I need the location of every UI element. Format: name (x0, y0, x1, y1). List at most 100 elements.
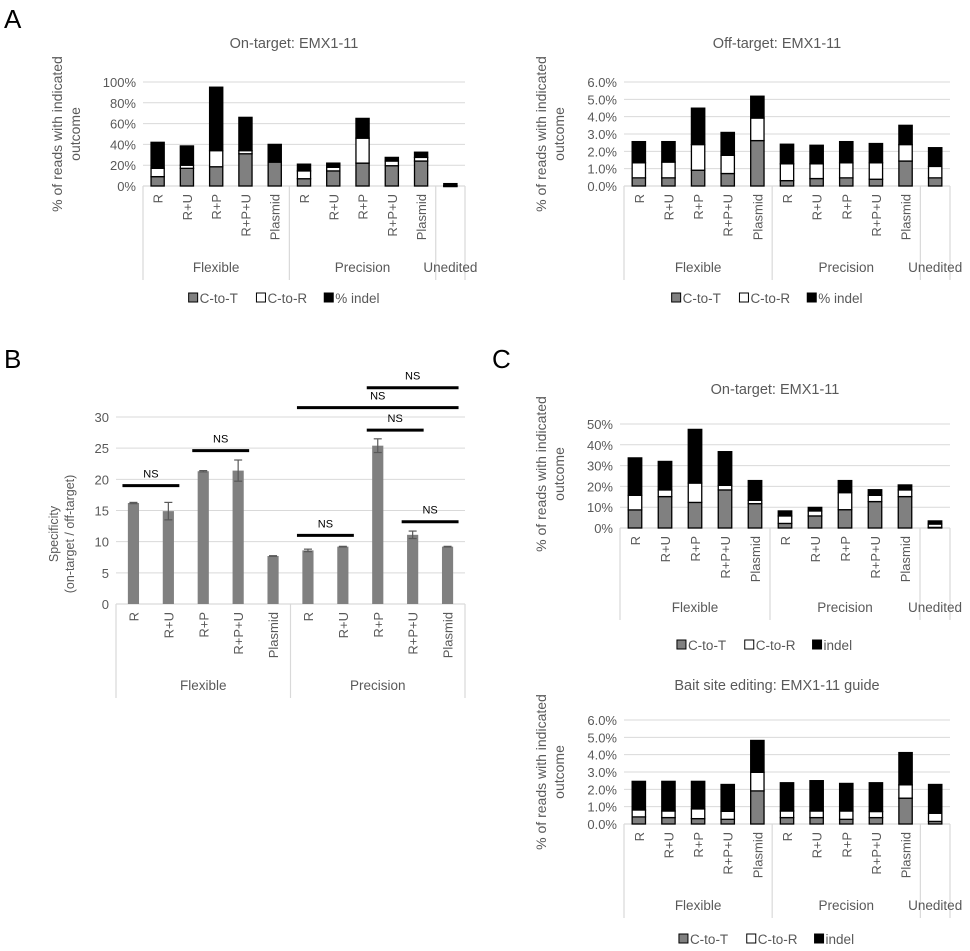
bar-segment-c-to-r (898, 784, 913, 799)
bar-segment-c-to-r (809, 810, 824, 819)
y-tick-label: 6.0% (587, 713, 617, 728)
bar-segment-indel (927, 147, 943, 168)
category-label: R+U (810, 194, 825, 220)
legend-label: C-to-T (200, 291, 238, 306)
chart-title: Bait site editing: EMX1-11 guide (674, 678, 879, 694)
significance-label: NS (213, 434, 228, 446)
bar-segment-c-to-t (631, 177, 647, 187)
chart-title: On-target: EMX1-11 (711, 382, 840, 398)
bar-segment-indel (267, 143, 282, 163)
bar-segment-indel (777, 510, 793, 517)
y-tick-label: 1.0% (587, 162, 617, 177)
category-label: R (780, 194, 795, 203)
bar-segment-c-to-t (690, 169, 706, 187)
panel-label-c: C (492, 344, 511, 374)
bar-segment-c-to-r (150, 167, 165, 178)
y-axis-label: Specificity (47, 505, 61, 562)
y-tick-label: 20% (587, 479, 613, 494)
bar-segment-c-to-r (661, 810, 676, 819)
bar-segment-c-to-t (687, 501, 703, 529)
legend-swatch (746, 933, 757, 944)
bar-segment-c-to-r (868, 162, 884, 180)
group-label: Precision (819, 260, 875, 275)
legend-label: C-to-R (750, 291, 790, 306)
specificity-bar (372, 445, 384, 604)
legend-swatch (676, 639, 687, 650)
category-label: R+P+U (406, 612, 421, 655)
legend-label: % indel (335, 291, 379, 306)
bar-segment-c-to-r (750, 771, 765, 792)
legend-swatch (255, 292, 266, 303)
panel-label-a: A (4, 4, 22, 34)
legend-swatch (738, 292, 749, 303)
bar-segment-indel (807, 506, 823, 512)
bar-segment-c-to-r (657, 489, 673, 498)
y-tick-label: 100% (103, 75, 137, 90)
group-label: Flexible (672, 600, 719, 615)
category-label: R+P (691, 194, 706, 220)
category-label: R+U (810, 832, 825, 858)
bar-segment-indel (750, 739, 765, 773)
legend-label: C-to-R (267, 291, 307, 306)
bar-segment-c-to-r (868, 810, 884, 819)
bar-segment-indel (720, 131, 736, 156)
chart-title: Off-target: EMX1-11 (713, 36, 841, 52)
significance-label: NS (422, 505, 437, 517)
specificity-bar (407, 534, 419, 604)
y-axis-label-line2: outcome (67, 107, 83, 161)
significance-label: NS (370, 391, 385, 403)
panel-label-b: B (4, 344, 21, 374)
legend-swatch (812, 639, 823, 650)
legend-label: indel (826, 932, 855, 947)
bar-segment-c-to-t (384, 165, 400, 187)
specificity-bar (302, 550, 314, 604)
bar-segment-indel (687, 428, 703, 484)
chart-b-specificity: 0 5 10 15 20 25 30 Specificity (on-target / off-… (47, 371, 466, 698)
category-label: Plasmid (441, 612, 456, 658)
y-tick-label: 10% (587, 500, 613, 515)
bar-segment-c-to-t (898, 160, 913, 187)
category-label: R+U (161, 612, 176, 638)
category-label: R (151, 194, 166, 203)
bar-segment-indel (179, 145, 195, 166)
bar-segment-c-to-t (809, 816, 824, 825)
y-tick-label: 20% (110, 158, 136, 173)
category-label: Plasmid (899, 832, 914, 878)
bar-segment-indel (631, 780, 647, 811)
y-tick-label: 2.0% (587, 782, 617, 797)
bar-segment-c-to-t (777, 522, 793, 529)
category-label: R+U (661, 194, 676, 220)
bar-segment-indel (779, 782, 795, 812)
bar-segment-c-to-t (750, 790, 765, 825)
y-tick-label: 0 (102, 597, 109, 612)
category-label: R+P+U (231, 612, 246, 655)
bar-segment-c-to-t (690, 817, 706, 825)
bar-segment-c-to-t (355, 162, 370, 187)
y-tick-label: 0.0% (587, 179, 617, 194)
y-tick-label: 15 (95, 504, 109, 519)
bar-segment-indel (838, 140, 854, 164)
bar-segment-indel (657, 460, 673, 491)
bar-segment-c-to-r (690, 143, 706, 171)
group-label: Flexible (675, 898, 722, 913)
bar-segment-c-to-r (384, 160, 400, 167)
bar-segment-c-to-r (750, 117, 765, 142)
bar-segment-indel (627, 457, 643, 496)
category-label: R+P (196, 612, 211, 638)
category-label: R+P (838, 536, 853, 562)
y-axis-label: % of reads with indicated (49, 56, 65, 212)
category-label: R+U (180, 194, 195, 220)
specificity-bar (337, 546, 349, 604)
bar-segment-c-to-t (867, 500, 883, 529)
bar-segment-indel (868, 782, 884, 813)
significance-label: NS (405, 371, 420, 383)
category-label: R+P+U (718, 536, 733, 579)
bar-segment-c-to-r (867, 494, 883, 503)
bar-segment-c-to-t (720, 172, 736, 187)
y-tick-label: 2.0% (587, 144, 617, 159)
group-label: Unedited (423, 260, 477, 275)
legend-label: C-to-T (690, 932, 728, 947)
legend-swatch (814, 933, 825, 944)
bar-segment-c-to-r (809, 163, 824, 180)
specificity-bar (232, 470, 244, 604)
